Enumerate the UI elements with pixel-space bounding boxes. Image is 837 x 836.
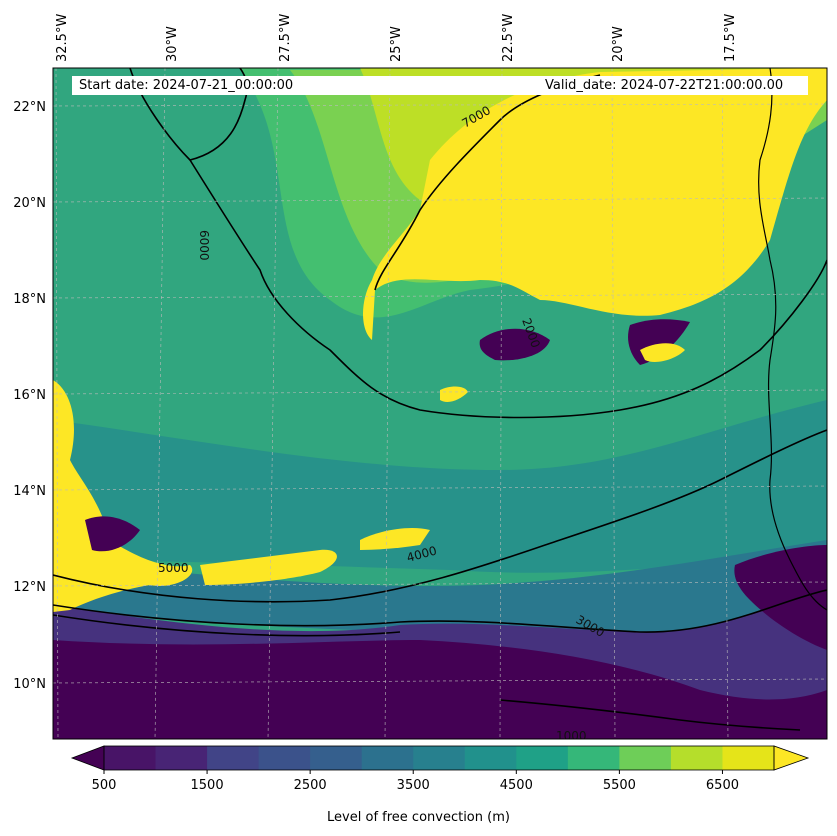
contour-label-1000: 1000 bbox=[556, 729, 587, 743]
yellow-strip bbox=[200, 549, 337, 585]
colorbar-tick-label: 500 bbox=[92, 778, 117, 793]
colorbar-segment bbox=[258, 746, 311, 770]
colorbar-segment bbox=[207, 746, 260, 770]
start-date: Start date: 2024-07-21_00:00:00 bbox=[79, 78, 294, 93]
colorbar-segment bbox=[567, 746, 620, 770]
colorbar-frame bbox=[103, 745, 775, 771]
colorbar-max-arrow bbox=[773, 745, 810, 771]
colorbar-segment bbox=[104, 746, 157, 770]
yellow-block bbox=[363, 68, 827, 340]
map-frame bbox=[52, 67, 828, 740]
lon-label: 30°W bbox=[165, 26, 180, 62]
lat-label: 20°N bbox=[13, 196, 46, 211]
purple-east bbox=[734, 545, 827, 650]
colorbar-tick-label: 1500 bbox=[191, 778, 224, 793]
lon-label: 27.5°W bbox=[278, 14, 293, 62]
colorbar-segment bbox=[155, 746, 208, 770]
yellow-blob-1 bbox=[640, 343, 685, 362]
blue-band bbox=[53, 540, 827, 645]
map-area: 7000 6000 5000 4000 3000 2000 1000 bbox=[53, 68, 827, 743]
colorbar-segment bbox=[361, 746, 414, 770]
lon-labels: 32.5°W 30°W 27.5°W 25°W 22.5°W 20°W 17.5… bbox=[55, 14, 738, 62]
lon-label: 32.5°W bbox=[55, 14, 70, 62]
colorbar-segment bbox=[464, 746, 517, 770]
colorbar-label: Level of free convection (m) bbox=[327, 810, 510, 825]
purple-west-blob bbox=[85, 516, 140, 552]
lat-label: 18°N bbox=[13, 292, 46, 307]
lat-label: 16°N bbox=[13, 388, 46, 403]
yellow-west bbox=[53, 380, 193, 612]
coastline bbox=[758, 68, 827, 611]
lat-label: 10°N bbox=[13, 677, 46, 692]
colorbar-segment bbox=[413, 746, 466, 770]
contour-label-5000: 5000 bbox=[158, 561, 189, 575]
contours bbox=[53, 68, 827, 731]
lon-label: 22.5°W bbox=[501, 14, 516, 62]
yellow-blob-2 bbox=[440, 386, 468, 403]
colorbar-segment bbox=[516, 746, 569, 770]
colorbar: 500 1500 2500 3500 4500 5500 6500 bbox=[70, 745, 810, 793]
lon-label: 17.5°W bbox=[723, 14, 738, 62]
colorbar-tick-label: 6500 bbox=[706, 778, 739, 793]
lat-labels: 22°N 20°N 18°N 16°N 14°N 12°N 10°N bbox=[13, 100, 46, 692]
lon-label: 25°W bbox=[389, 26, 404, 62]
yellow-fleck bbox=[360, 528, 430, 550]
colorbar-segment bbox=[670, 746, 723, 770]
colorbar-min-arrow bbox=[70, 745, 105, 771]
mid-band bbox=[53, 400, 827, 573]
lat-label: 12°N bbox=[13, 580, 46, 595]
lat-label: 22°N bbox=[13, 100, 46, 115]
colorbar-segment bbox=[310, 746, 363, 770]
valid-date: Valid_date: 2024-07-22T21:00:00.00 bbox=[545, 78, 784, 93]
purple-blob-1 bbox=[479, 328, 550, 361]
lat-label: 14°N bbox=[13, 484, 46, 499]
lon-label: 20°W bbox=[611, 26, 626, 62]
colorbar-tick-label: 2500 bbox=[294, 778, 327, 793]
colorbar-tick-label: 4500 bbox=[500, 778, 533, 793]
colorbar-segment bbox=[619, 746, 672, 770]
graticule bbox=[53, 68, 827, 739]
header-box bbox=[72, 76, 808, 95]
contour-label-6000: 6000 bbox=[197, 230, 211, 261]
colorbar-tick-label: 5500 bbox=[603, 778, 636, 793]
colorbar-segment bbox=[722, 746, 775, 770]
colorbar-tick-label: 3500 bbox=[397, 778, 430, 793]
